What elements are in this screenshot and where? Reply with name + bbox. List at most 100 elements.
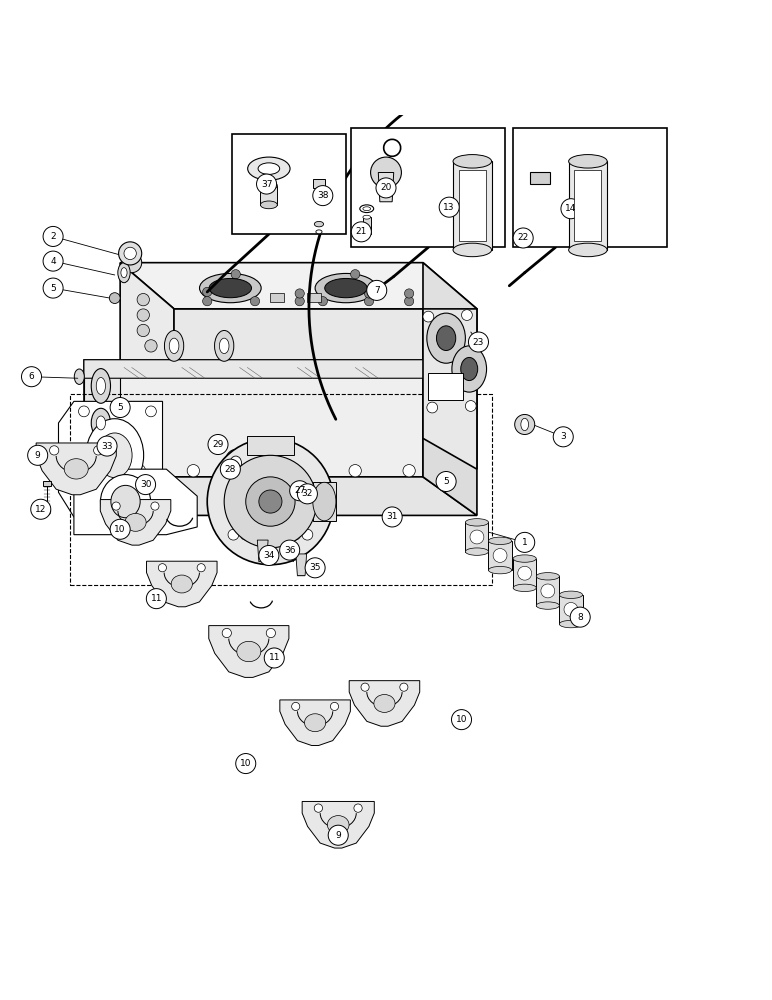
Text: 33: 33: [101, 442, 113, 451]
Polygon shape: [59, 401, 163, 517]
Circle shape: [301, 486, 313, 498]
Circle shape: [245, 477, 295, 526]
Circle shape: [515, 414, 535, 434]
Circle shape: [318, 297, 327, 306]
Text: 11: 11: [151, 594, 162, 603]
Text: 5: 5: [117, 403, 123, 412]
Text: 10: 10: [455, 715, 467, 724]
Circle shape: [122, 253, 142, 273]
Circle shape: [224, 455, 317, 548]
Text: 38: 38: [317, 191, 329, 200]
Polygon shape: [296, 554, 306, 576]
Ellipse shape: [91, 369, 110, 403]
Polygon shape: [489, 541, 512, 570]
Bar: [70, 394, 493, 585]
Polygon shape: [423, 263, 477, 396]
Polygon shape: [378, 172, 394, 202]
Circle shape: [295, 289, 304, 298]
Circle shape: [28, 445, 48, 465]
Ellipse shape: [219, 338, 229, 354]
Polygon shape: [120, 263, 477, 309]
Circle shape: [400, 683, 408, 691]
Text: 3: 3: [560, 432, 566, 441]
Ellipse shape: [436, 326, 455, 351]
Circle shape: [469, 332, 489, 352]
Ellipse shape: [125, 513, 146, 531]
Text: 21: 21: [356, 227, 367, 236]
Circle shape: [313, 186, 333, 206]
Text: 11: 11: [269, 653, 280, 662]
Circle shape: [382, 507, 402, 527]
Ellipse shape: [537, 602, 560, 609]
Polygon shape: [100, 500, 171, 545]
Text: 36: 36: [284, 546, 296, 555]
Circle shape: [79, 501, 90, 512]
Polygon shape: [36, 443, 117, 495]
Ellipse shape: [371, 285, 386, 295]
Circle shape: [110, 293, 120, 303]
Circle shape: [202, 297, 212, 306]
Text: 6: 6: [29, 372, 35, 381]
Circle shape: [145, 340, 157, 352]
Circle shape: [462, 310, 472, 320]
Circle shape: [279, 540, 300, 560]
Circle shape: [295, 465, 307, 477]
Ellipse shape: [118, 263, 130, 283]
Text: 2: 2: [50, 232, 56, 241]
Circle shape: [136, 475, 156, 495]
Circle shape: [423, 311, 434, 322]
Circle shape: [297, 484, 317, 504]
Circle shape: [187, 465, 199, 477]
Text: 12: 12: [35, 505, 46, 514]
Circle shape: [305, 558, 325, 578]
Ellipse shape: [169, 338, 179, 354]
Circle shape: [119, 242, 142, 265]
Ellipse shape: [360, 205, 374, 213]
Ellipse shape: [452, 346, 486, 392]
Polygon shape: [84, 360, 120, 477]
Ellipse shape: [374, 694, 395, 712]
Ellipse shape: [513, 584, 537, 592]
Polygon shape: [43, 481, 51, 486]
Circle shape: [220, 459, 240, 479]
Ellipse shape: [363, 215, 371, 219]
Circle shape: [330, 702, 339, 711]
Circle shape: [124, 247, 137, 260]
Ellipse shape: [86, 419, 144, 492]
Circle shape: [367, 280, 387, 300]
Ellipse shape: [209, 278, 252, 298]
Circle shape: [259, 490, 282, 513]
Circle shape: [43, 251, 63, 271]
Polygon shape: [349, 681, 420, 726]
Ellipse shape: [489, 566, 512, 574]
Circle shape: [240, 529, 251, 540]
Text: 20: 20: [381, 183, 391, 192]
Polygon shape: [208, 626, 289, 677]
Circle shape: [427, 402, 438, 413]
Ellipse shape: [453, 243, 492, 257]
Text: 31: 31: [387, 512, 398, 521]
Polygon shape: [84, 360, 477, 414]
Circle shape: [290, 481, 310, 501]
Circle shape: [564, 602, 578, 616]
Ellipse shape: [97, 433, 132, 478]
Bar: [232, 134, 346, 234]
Circle shape: [436, 471, 456, 492]
Circle shape: [228, 529, 239, 540]
Circle shape: [207, 438, 334, 565]
Ellipse shape: [453, 155, 492, 168]
Text: 5: 5: [50, 284, 56, 293]
Circle shape: [515, 532, 535, 552]
Circle shape: [541, 584, 555, 598]
Polygon shape: [257, 540, 268, 562]
Circle shape: [405, 297, 414, 306]
Circle shape: [110, 519, 130, 539]
Circle shape: [250, 297, 259, 306]
Circle shape: [384, 509, 396, 522]
Polygon shape: [459, 170, 486, 241]
Circle shape: [290, 529, 300, 540]
Circle shape: [266, 628, 276, 638]
Circle shape: [43, 278, 63, 298]
Ellipse shape: [248, 157, 290, 180]
Ellipse shape: [466, 519, 489, 526]
